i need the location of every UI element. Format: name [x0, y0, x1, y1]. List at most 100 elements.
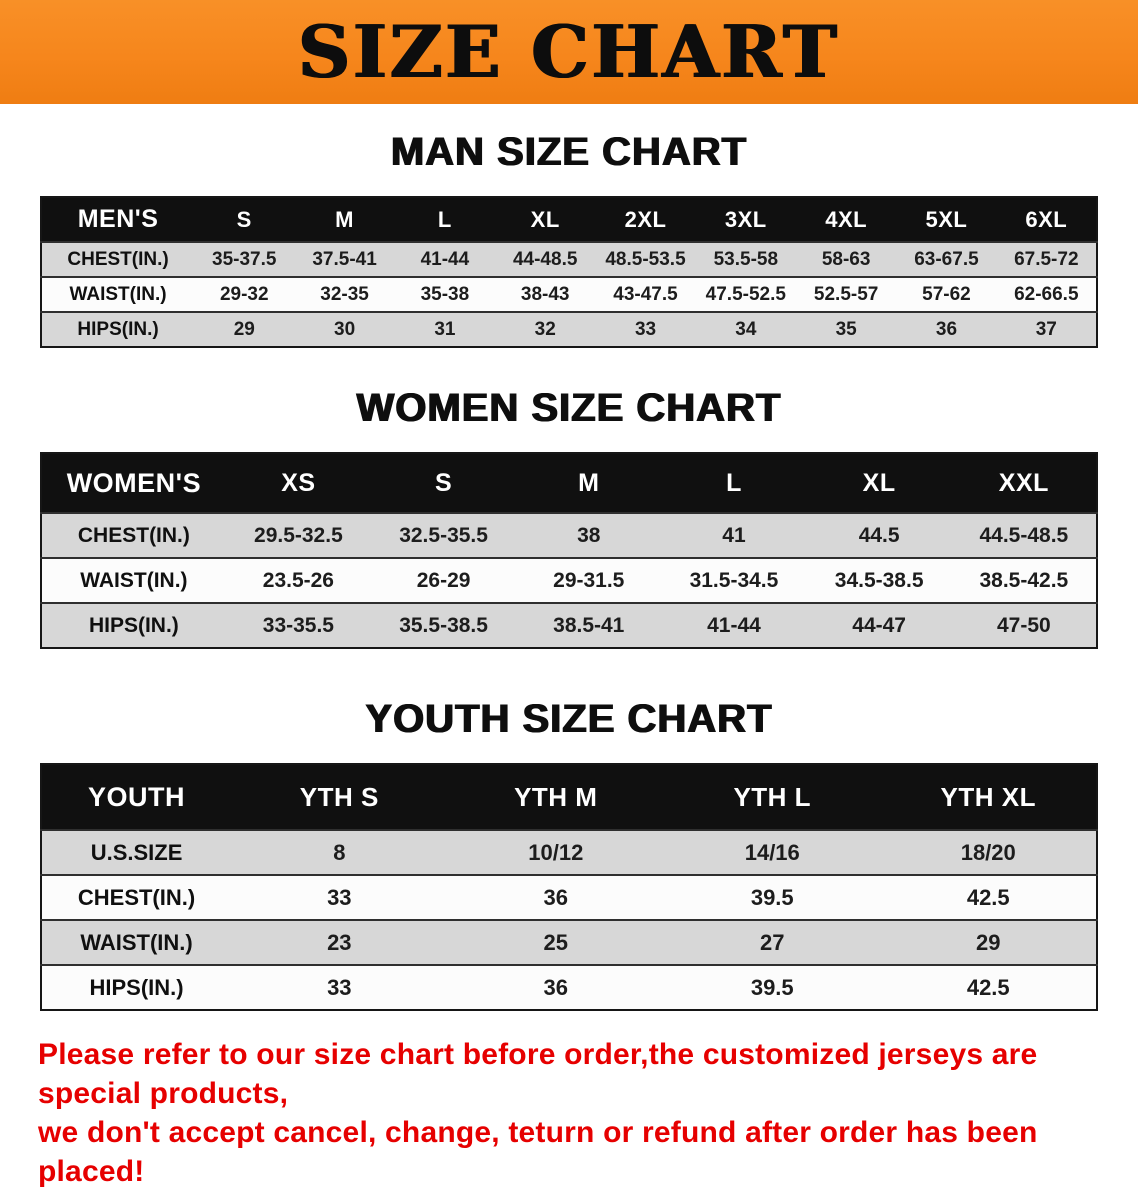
size-column-header: YTH L [664, 764, 881, 830]
size-value-cell: 44-47 [852, 613, 906, 637]
women-size-table: WOMEN'S XS S M L XL XXL CHEST(IN.) 29.5-32.5 32.5… [40, 452, 1098, 649]
size-value-cell: 31.5-34.5 [689, 568, 779, 592]
size-value-cell: 57-62 [922, 283, 971, 305]
size-value-cell: 63-67.5 [914, 248, 979, 270]
size-value-cell: 35.5-38.5 [399, 613, 488, 637]
row-label-cell: HIPS(IN.) [77, 318, 159, 340]
row-label-cell: WAIST(IN.) [69, 283, 167, 305]
size-value-cell: 38 [577, 523, 601, 547]
size-column-header: XL [806, 453, 952, 513]
measurement-row: WAIST(IN.) 23 25 27 29 [41, 920, 1097, 965]
measurement-row: CHEST(IN.) 35-37.5 37.5-41 41-44 44-48.5 48.5… [41, 242, 1097, 277]
size-value-cell: 41 [722, 523, 746, 547]
size-column-header: 6XL [996, 197, 1097, 242]
row-label-cell: WAIST(IN.) [80, 568, 188, 592]
size-value-cell: 27 [760, 929, 785, 955]
size-value-cell: 33 [327, 974, 352, 1000]
size-value-cell: 23 [327, 929, 352, 955]
size-value-cell: 29-31.5 [553, 568, 625, 592]
size-value-cell: 36 [935, 318, 958, 340]
size-column-header: 3XL [695, 197, 796, 242]
size-column-header: YTH XL [880, 764, 1097, 830]
size-value-cell: 14/16 [744, 839, 800, 865]
size-value-cell: 35 [835, 318, 857, 340]
size-value-cell: 32.5-35.5 [399, 523, 488, 547]
size-value-cell: 29 [976, 929, 1001, 955]
men-size-section: MAN SIZE CHART MEN'S S M L XL 2XL 3XL 4XL 5XL 6XL… [0, 130, 1138, 348]
size-value-cell: 52.5-57 [813, 283, 879, 305]
women-table-wrap: WOMEN'S XS S M L XL XXL CHEST(IN.) 29.5-32.5 32.5… [40, 452, 1098, 649]
size-value-cell: 37.5-41 [312, 248, 377, 270]
size-value-cell: 33-35.5 [262, 613, 334, 637]
size-column-header: YTH M [447, 764, 665, 830]
header-row: MEN'S S M L XL 2XL 3XL 4XL 5XL 6XL [41, 197, 1097, 242]
size-value-cell: 10/12 [528, 839, 584, 865]
women-section-heading: WOMEN SIZE CHART [356, 386, 782, 430]
disclaimer-line-2: we don't accept cancel, change, teturn o… [38, 1116, 1038, 1188]
size-value-cell: 41-44 [707, 613, 761, 637]
size-value-cell: 39.5 [750, 974, 794, 1000]
size-column-header: 5XL [896, 197, 997, 242]
size-value-cell: 58-63 [821, 248, 871, 270]
size-value-cell: 36 [543, 974, 569, 1000]
men-section-heading: MAN SIZE CHART [390, 130, 748, 174]
size-value-cell: 29.5-32.5 [254, 523, 343, 547]
women-size-section: WOMEN SIZE CHART WOMEN'S XS S M L XL XXL CHEST(… [0, 386, 1138, 649]
size-value-cell: 62-66.5 [1014, 283, 1079, 305]
size-value-cell: 18/20 [960, 839, 1016, 865]
row-label-cell: HIPS(IN.) [88, 613, 179, 637]
size-value-cell: 23.5-26 [262, 568, 334, 592]
page-title: SIZE CHART [298, 9, 840, 94]
row-label-cell: HIPS(IN.) [89, 974, 184, 1000]
header-row: WOMEN'S XS S M L XL XXL [41, 453, 1097, 513]
men-table-wrap: MEN'S S M L XL 2XL 3XL 4XL 5XL 6XL CHEST(IN.) 35-37… [40, 196, 1098, 348]
youth-table-wrap: YOUTH YTH S YTH M YTH L YTH XL U.S.SIZE 8 10/12… [40, 763, 1098, 1011]
size-value-cell: 44-48.5 [512, 248, 578, 270]
size-column-header: M [516, 453, 662, 513]
size-value-cell: 38.5-42.5 [979, 568, 1069, 592]
size-value-cell: 47.5-52.5 [705, 283, 786, 305]
size-value-cell: 33 [327, 884, 352, 910]
size-value-cell: 31 [434, 318, 456, 340]
size-value-cell: 48.5-53.5 [605, 248, 686, 270]
measurement-row: HIPS(IN.) 33 36 39.5 42.5 [41, 965, 1097, 1010]
size-column-header: XXL [951, 453, 1097, 513]
row-label-cell: CHEST(IN.) [77, 884, 196, 910]
size-column-header: M [294, 197, 395, 242]
size-value-cell: 37 [1035, 318, 1057, 340]
row-label-cell: U.S.SIZE [90, 839, 183, 865]
measurement-row: WAIST(IN.) 29-32 32-35 35-38 38-43 43-47.5 47.… [41, 277, 1097, 312]
size-value-cell: 44.5 [858, 523, 900, 547]
size-value-cell: 36 [543, 884, 569, 910]
size-value-cell: 30 [334, 318, 356, 340]
size-column-header: S [194, 197, 295, 242]
size-column-header: L [661, 453, 807, 513]
size-value-cell: 38-43 [520, 283, 570, 305]
size-value-cell: 34 [735, 318, 757, 340]
table-title-cell: WOMEN'S [41, 453, 226, 513]
size-value-cell: 47-50 [997, 613, 1051, 637]
size-value-cell: 44.5-48.5 [979, 523, 1069, 547]
size-column-header: XS [225, 453, 371, 513]
size-value-cell: 35-38 [420, 283, 470, 305]
size-value-cell: 32 [534, 318, 556, 340]
size-value-cell: 42.5 [966, 974, 1010, 1000]
size-value-cell: 43-47.5 [613, 283, 678, 305]
measurement-row: WAIST(IN.) 23.5-26 26-29 29-31.5 31.5-34.5 34… [41, 558, 1097, 603]
size-value-cell: 38.5-41 [553, 613, 625, 637]
banner: SIZE CHART [0, 0, 1138, 104]
size-value-cell: 26-29 [416, 568, 471, 592]
youth-size-section: YOUTH SIZE CHART YOUTH YTH S YTH M YTH L YTH… [0, 697, 1138, 1011]
size-column-header: L [394, 197, 496, 242]
size-value-cell: 67.5-72 [1014, 248, 1079, 270]
size-value-cell: 35-37.5 [212, 248, 277, 270]
disclaimer-line-1: Please refer to our size chart before or… [38, 1038, 1038, 1110]
size-value-cell: 33 [634, 318, 657, 340]
size-value-cell: 53.5-58 [713, 248, 779, 270]
size-value-cell: 39.5 [750, 884, 794, 910]
measurement-row: CHEST(IN.) 29.5-32.5 32.5-35.5 38 41 44.5 44.5… [41, 513, 1097, 558]
size-column-header: 2XL [595, 197, 696, 242]
size-value-cell: 32-35 [320, 283, 369, 305]
size-value-cell: 42.5 [966, 884, 1010, 910]
